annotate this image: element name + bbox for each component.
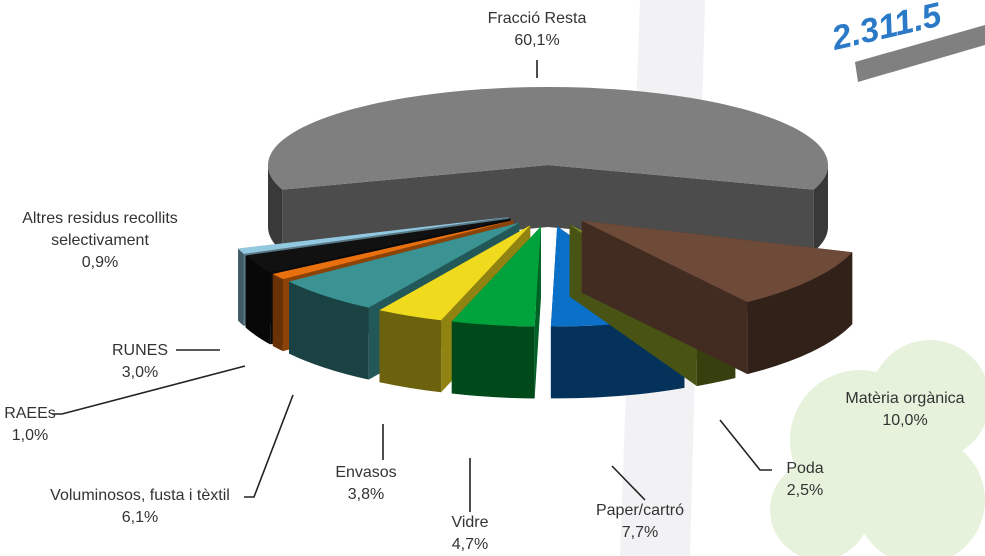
value-label: 3,8% (347, 486, 385, 503)
slice-top (289, 222, 520, 308)
value-label: 0,9% (81, 254, 119, 271)
slice-side (268, 165, 283, 252)
category-label: RAEEs (4, 405, 56, 422)
value-label: 7,7% (621, 524, 659, 541)
category-label: Paper/cartró (595, 502, 685, 519)
slice (268, 87, 828, 252)
category-label: Voluminosos, fusta i tèxtil (50, 487, 230, 504)
slice (451, 226, 541, 399)
slice-label: Voluminosos, fusta i tèxtil 6,1% (25, 485, 255, 529)
leader-line (52, 365, 246, 415)
slice-top (268, 87, 828, 190)
slice-top (272, 220, 514, 280)
category-label: Fracció Resta (487, 10, 587, 27)
category-label: Altres residus recollits selectivament (22, 210, 178, 249)
leader-line (611, 465, 646, 501)
slice-label: Paper/cartró 7,7% (570, 500, 710, 544)
value-label: 2,5% (786, 482, 824, 499)
slice-top (238, 217, 509, 254)
leader-line (719, 419, 772, 471)
slice-side (451, 321, 535, 399)
value-label: 60,1% (514, 32, 560, 49)
slice-top (451, 226, 541, 327)
slice-side (289, 281, 369, 380)
value-label: 1,0% (11, 427, 49, 444)
category-label: RUNES (111, 342, 168, 359)
slice-side (379, 310, 442, 393)
category-label: Vidre (451, 514, 489, 531)
slice-label: Vidre 4,7% (430, 512, 510, 556)
slice-label: Matèria orgànica 10,0% (820, 388, 985, 432)
slice-side (238, 248, 244, 326)
slice-top (245, 218, 511, 273)
slice-label: Envasos 3,8% (316, 462, 416, 506)
slice-top (379, 225, 531, 321)
slice-label: Fracció Resta 60,1% (467, 8, 607, 52)
category-label: Poda (786, 460, 824, 477)
slice-side (747, 252, 853, 375)
value-label: 4,7% (451, 536, 489, 553)
slice-label: RAEEs 1,0% (0, 403, 65, 447)
value-label: 10,0% (882, 412, 928, 429)
leader-line (244, 394, 294, 498)
category-label: Envasos (335, 464, 397, 481)
bg-bar (855, 25, 985, 82)
slice-radial-wall (581, 220, 748, 375)
slice-top (581, 220, 853, 303)
slice-side (272, 273, 283, 352)
slice-label: RUNES 3,0% (100, 340, 180, 384)
slice-side (813, 165, 828, 252)
bg-cloud (770, 340, 985, 556)
slice-label: Altres residus recollits selectivament 0,… (0, 208, 203, 274)
slice (581, 220, 853, 375)
pie (238, 87, 853, 399)
leaders (52, 60, 772, 512)
slice-side (245, 255, 271, 345)
value-label: 3,0% (121, 364, 159, 381)
slice-label: Poda 2,5% (765, 458, 845, 502)
category-label: Matèria orgànica (845, 390, 965, 407)
value-label: 6,1% (121, 509, 159, 526)
